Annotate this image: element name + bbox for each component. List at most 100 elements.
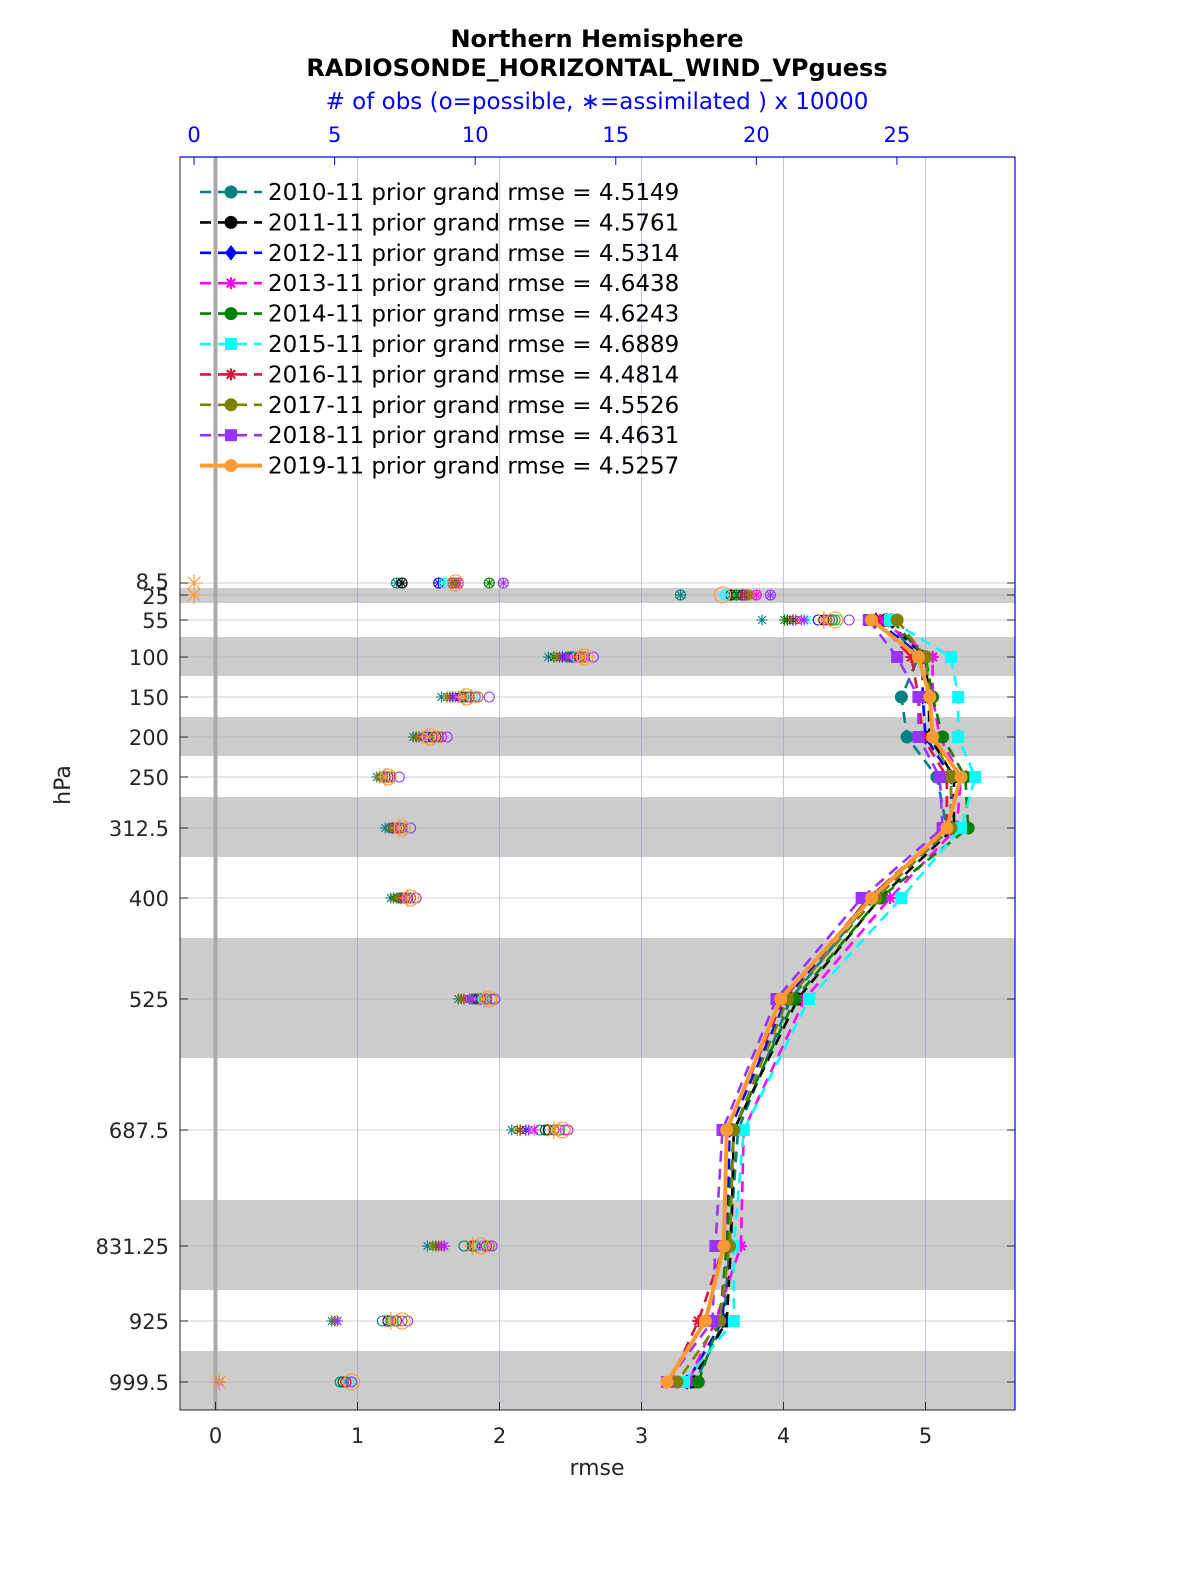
obs-possible-marker (483, 691, 495, 703)
obs-assimilated-marker (544, 1121, 563, 1139)
top-tick-label: 0 (187, 123, 200, 147)
rmse-point (923, 690, 937, 704)
rmse-point (945, 651, 958, 663)
legend-entry: 2015-11 prior grand rmse = 4.6889 (268, 332, 679, 358)
rmse-point (891, 651, 904, 663)
y-tick-label: 250 (129, 766, 169, 790)
y-tick-label: 25 (142, 585, 169, 609)
obs-assimilated-marker (511, 1124, 523, 1136)
bottom-ticks: 0 1 2 3 4 5 (209, 1402, 932, 1448)
legend-entry: 2011-11 prior grand rmse = 4.5761 (268, 210, 679, 236)
legend-marker (224, 459, 238, 473)
rmse-point (865, 613, 879, 627)
level-band (180, 1351, 1015, 1410)
obs-assimilated-marker (435, 1240, 447, 1252)
rmse-point (895, 892, 908, 904)
rmse-point (803, 993, 816, 1005)
rmse-point (926, 730, 940, 744)
legend-entry: 2017-11 prior grand rmse = 4.5526 (268, 393, 679, 419)
chart-title: Northern Hemisphere (450, 25, 743, 53)
rmse-point (911, 650, 925, 664)
obs-assimilated-marker (674, 589, 686, 601)
rmse-point (890, 613, 904, 627)
rmse-point (894, 690, 908, 704)
obs-assimilated-marker (756, 614, 768, 626)
legend-entry: 2016-11 prior grand rmse = 4.4814 (268, 362, 679, 388)
legend-marker (225, 429, 237, 442)
y-tick-label: 831.25 (96, 1235, 169, 1259)
obs-assimilated-marker (731, 589, 743, 601)
level-band (180, 938, 1015, 1058)
series-lines (660, 612, 982, 1390)
y-tick-label: 150 (129, 686, 169, 710)
rmse-point (774, 992, 788, 1006)
top-tick-label: 5 (328, 123, 341, 147)
rmse-point (912, 691, 925, 703)
legend-marker (225, 277, 237, 290)
rmse-point (865, 891, 879, 905)
level-band (180, 1200, 1015, 1290)
rmse-point (952, 731, 965, 743)
obs-assimilated-marker (463, 1237, 482, 1255)
legend-marker (224, 398, 238, 412)
y-tick-label: 400 (129, 887, 169, 911)
legend-marker (225, 338, 237, 350)
series-line (687, 618, 963, 1383)
obs-possible-marker (334, 1376, 346, 1388)
obs-assimilated-marker (185, 586, 204, 604)
obs-possible-marker (446, 574, 465, 592)
obs-assimilated-marker (474, 990, 493, 1008)
y-tick-label: 687.5 (109, 1119, 169, 1143)
series-line (690, 619, 956, 1383)
obs-assimilated-marker (573, 648, 592, 666)
rmse-point (691, 1375, 705, 1389)
rmse-point (933, 771, 946, 783)
legend-marker (224, 215, 238, 229)
legend-marker (224, 307, 238, 321)
legend-marker (224, 185, 238, 199)
legend-entry: 2012-11 prior grand rmse = 4.5314 (268, 241, 679, 267)
obs-assimilated-marker (331, 1315, 343, 1327)
chart-subtitle: RADIOSONDE_HORIZONTAL_WIND_VPguess (306, 54, 887, 82)
obs-possible-marker (483, 1240, 495, 1252)
obs-possible-marker (472, 691, 484, 703)
rmse-point (660, 1375, 674, 1389)
x-tick-label: 5 (919, 1424, 932, 1448)
rmse-point (720, 1123, 734, 1137)
legend-entry: 2019-11 prior grand rmse = 4.5257 (268, 454, 679, 480)
y-tick-label: 312.5 (109, 817, 169, 841)
obs-assimilated-marker (764, 589, 776, 601)
rmse-point (717, 1239, 731, 1253)
obs-assimilated-marker (784, 614, 796, 626)
obs-assimilated-marker (390, 819, 409, 837)
y-tick-label: 925 (129, 1310, 169, 1334)
background-bands (180, 588, 1015, 1410)
obs-assimilated-marker (464, 993, 476, 1005)
obs-assimilated-marker (798, 614, 810, 626)
obs-assimilated-marker (418, 728, 437, 746)
rmse-point (955, 822, 968, 834)
top-ticks: 0 5 10 15 20 25 (187, 123, 910, 165)
rmse-point (855, 892, 868, 904)
level-band (180, 637, 1015, 676)
top-tick-label: 15 (602, 123, 629, 147)
obs-assimilated-marker (497, 577, 509, 589)
obs-assimilated-marker (381, 1312, 400, 1330)
obs-assimilated-marker (523, 1124, 535, 1136)
rmse-point (940, 821, 954, 835)
obs-assimilated-marker (483, 577, 495, 589)
y-tick-label: 200 (129, 726, 169, 750)
obs-possible-marker (342, 1373, 361, 1391)
obs-possible-marker (345, 1376, 358, 1388)
obs-assimilated-marker (398, 889, 417, 907)
obs-assimilated-marker (719, 589, 731, 601)
level-band (180, 797, 1015, 857)
y-tick-label: 8.5 (136, 570, 169, 594)
obs-assimilated-marker (185, 574, 204, 592)
top-tick-label: 25 (884, 123, 911, 147)
series-line (683, 618, 977, 1383)
obs-possible-marker (435, 731, 448, 743)
obs-assimilated-marker (210, 1373, 229, 1391)
legend-entry: 2018-11 prior grand rmse = 4.4631 (268, 423, 679, 449)
